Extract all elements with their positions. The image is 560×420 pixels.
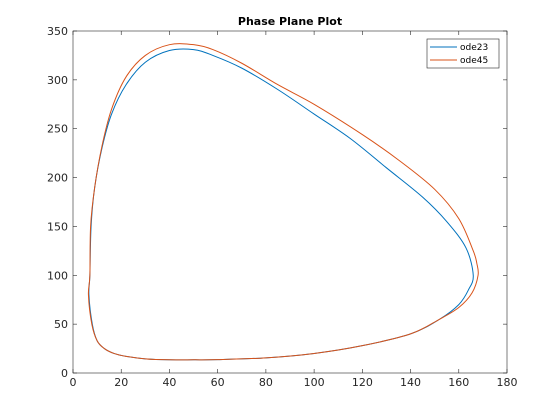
legend-box — [426, 38, 500, 69]
x-tick-label: 120 — [352, 376, 373, 389]
y-tick-label: 100 — [47, 269, 68, 282]
series-layer — [87, 43, 479, 361]
y-tick-label: 350 — [47, 25, 68, 38]
legend-label-ode23: ode23 — [460, 43, 488, 53]
x-tick-label: 140 — [400, 376, 421, 389]
x-tick-label: 180 — [497, 376, 518, 389]
axes-box — [72, 30, 508, 374]
axes-layer: 0 20 40 60 80 100 120 140 160 180 0 50 100 150 200 250 3… — [47, 25, 518, 389]
series-line-ode45 — [87, 43, 479, 361]
x-tick-label: 0 — [70, 376, 77, 389]
y-tick-label: 200 — [47, 172, 68, 185]
plot-area — [73, 31, 507, 373]
y-tick-label: 250 — [47, 123, 68, 136]
x-tick-label: 60 — [211, 376, 225, 389]
x-tick-label: 80 — [259, 376, 273, 389]
chart-title: Phase Plane Plot — [238, 15, 342, 28]
y-tick-label: 150 — [47, 220, 68, 233]
x-tick-label: 40 — [162, 376, 176, 389]
x-tick-label: 160 — [448, 376, 469, 389]
x-tick-label: 100 — [304, 376, 325, 389]
y-tick-label: 300 — [47, 74, 68, 87]
legend-label-ode45: ode45 — [460, 56, 488, 66]
x-tick-label: 20 — [114, 376, 128, 389]
y-tick-label: 50 — [54, 318, 68, 331]
legend: ode23 ode45 — [426, 38, 500, 69]
y-tick-label: 0 — [61, 367, 68, 380]
